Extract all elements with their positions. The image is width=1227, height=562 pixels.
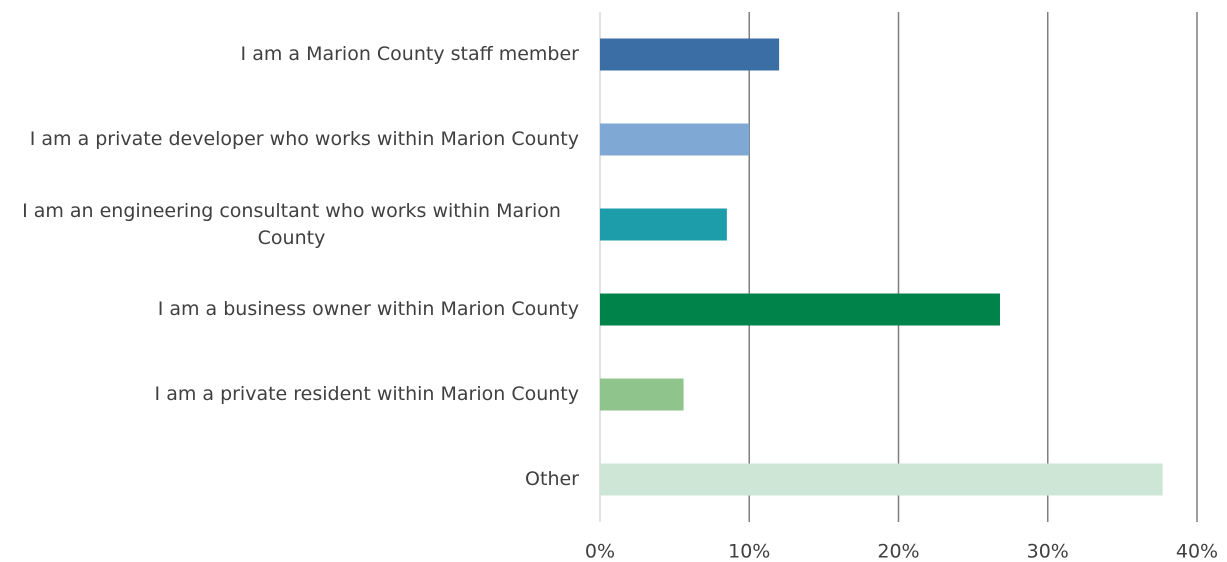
- bar: [600, 38, 780, 71]
- y-tick-label: Other: [525, 468, 579, 490]
- x-tick-label: 20%: [877, 541, 919, 562]
- y-tick-label: I am a business owner within Marion Coun…: [157, 298, 579, 320]
- bar: [600, 463, 1163, 496]
- bar: [600, 378, 684, 411]
- y-tick-label: I am a Marion County staff member: [240, 43, 579, 65]
- x-tick-label: 10%: [728, 541, 770, 562]
- category-label-box: Other: [4, 437, 579, 522]
- x-tick-label: 40%: [1176, 541, 1218, 562]
- category-label-box: I am an engineering consultant who works…: [4, 182, 579, 267]
- category-label-box: I am a business owner within Marion Coun…: [4, 267, 579, 352]
- bar: [600, 208, 727, 241]
- category-label-box: I am a Marion County staff member: [4, 12, 579, 97]
- category-label-box: I am a private resident within Marion Co…: [4, 352, 579, 437]
- category-label-box: I am a private developer who works withi…: [4, 97, 579, 182]
- y-tick-label: I am a private resident within Marion Co…: [154, 383, 579, 405]
- x-tick-label: 0%: [585, 541, 615, 562]
- y-tick-label: I am an engineering consultant who works…: [22, 199, 561, 249]
- bar: [600, 293, 1000, 326]
- y-tick-label: I am a private developer who works withi…: [29, 128, 579, 150]
- x-tick-label: 30%: [1027, 541, 1069, 562]
- bar: [600, 123, 750, 156]
